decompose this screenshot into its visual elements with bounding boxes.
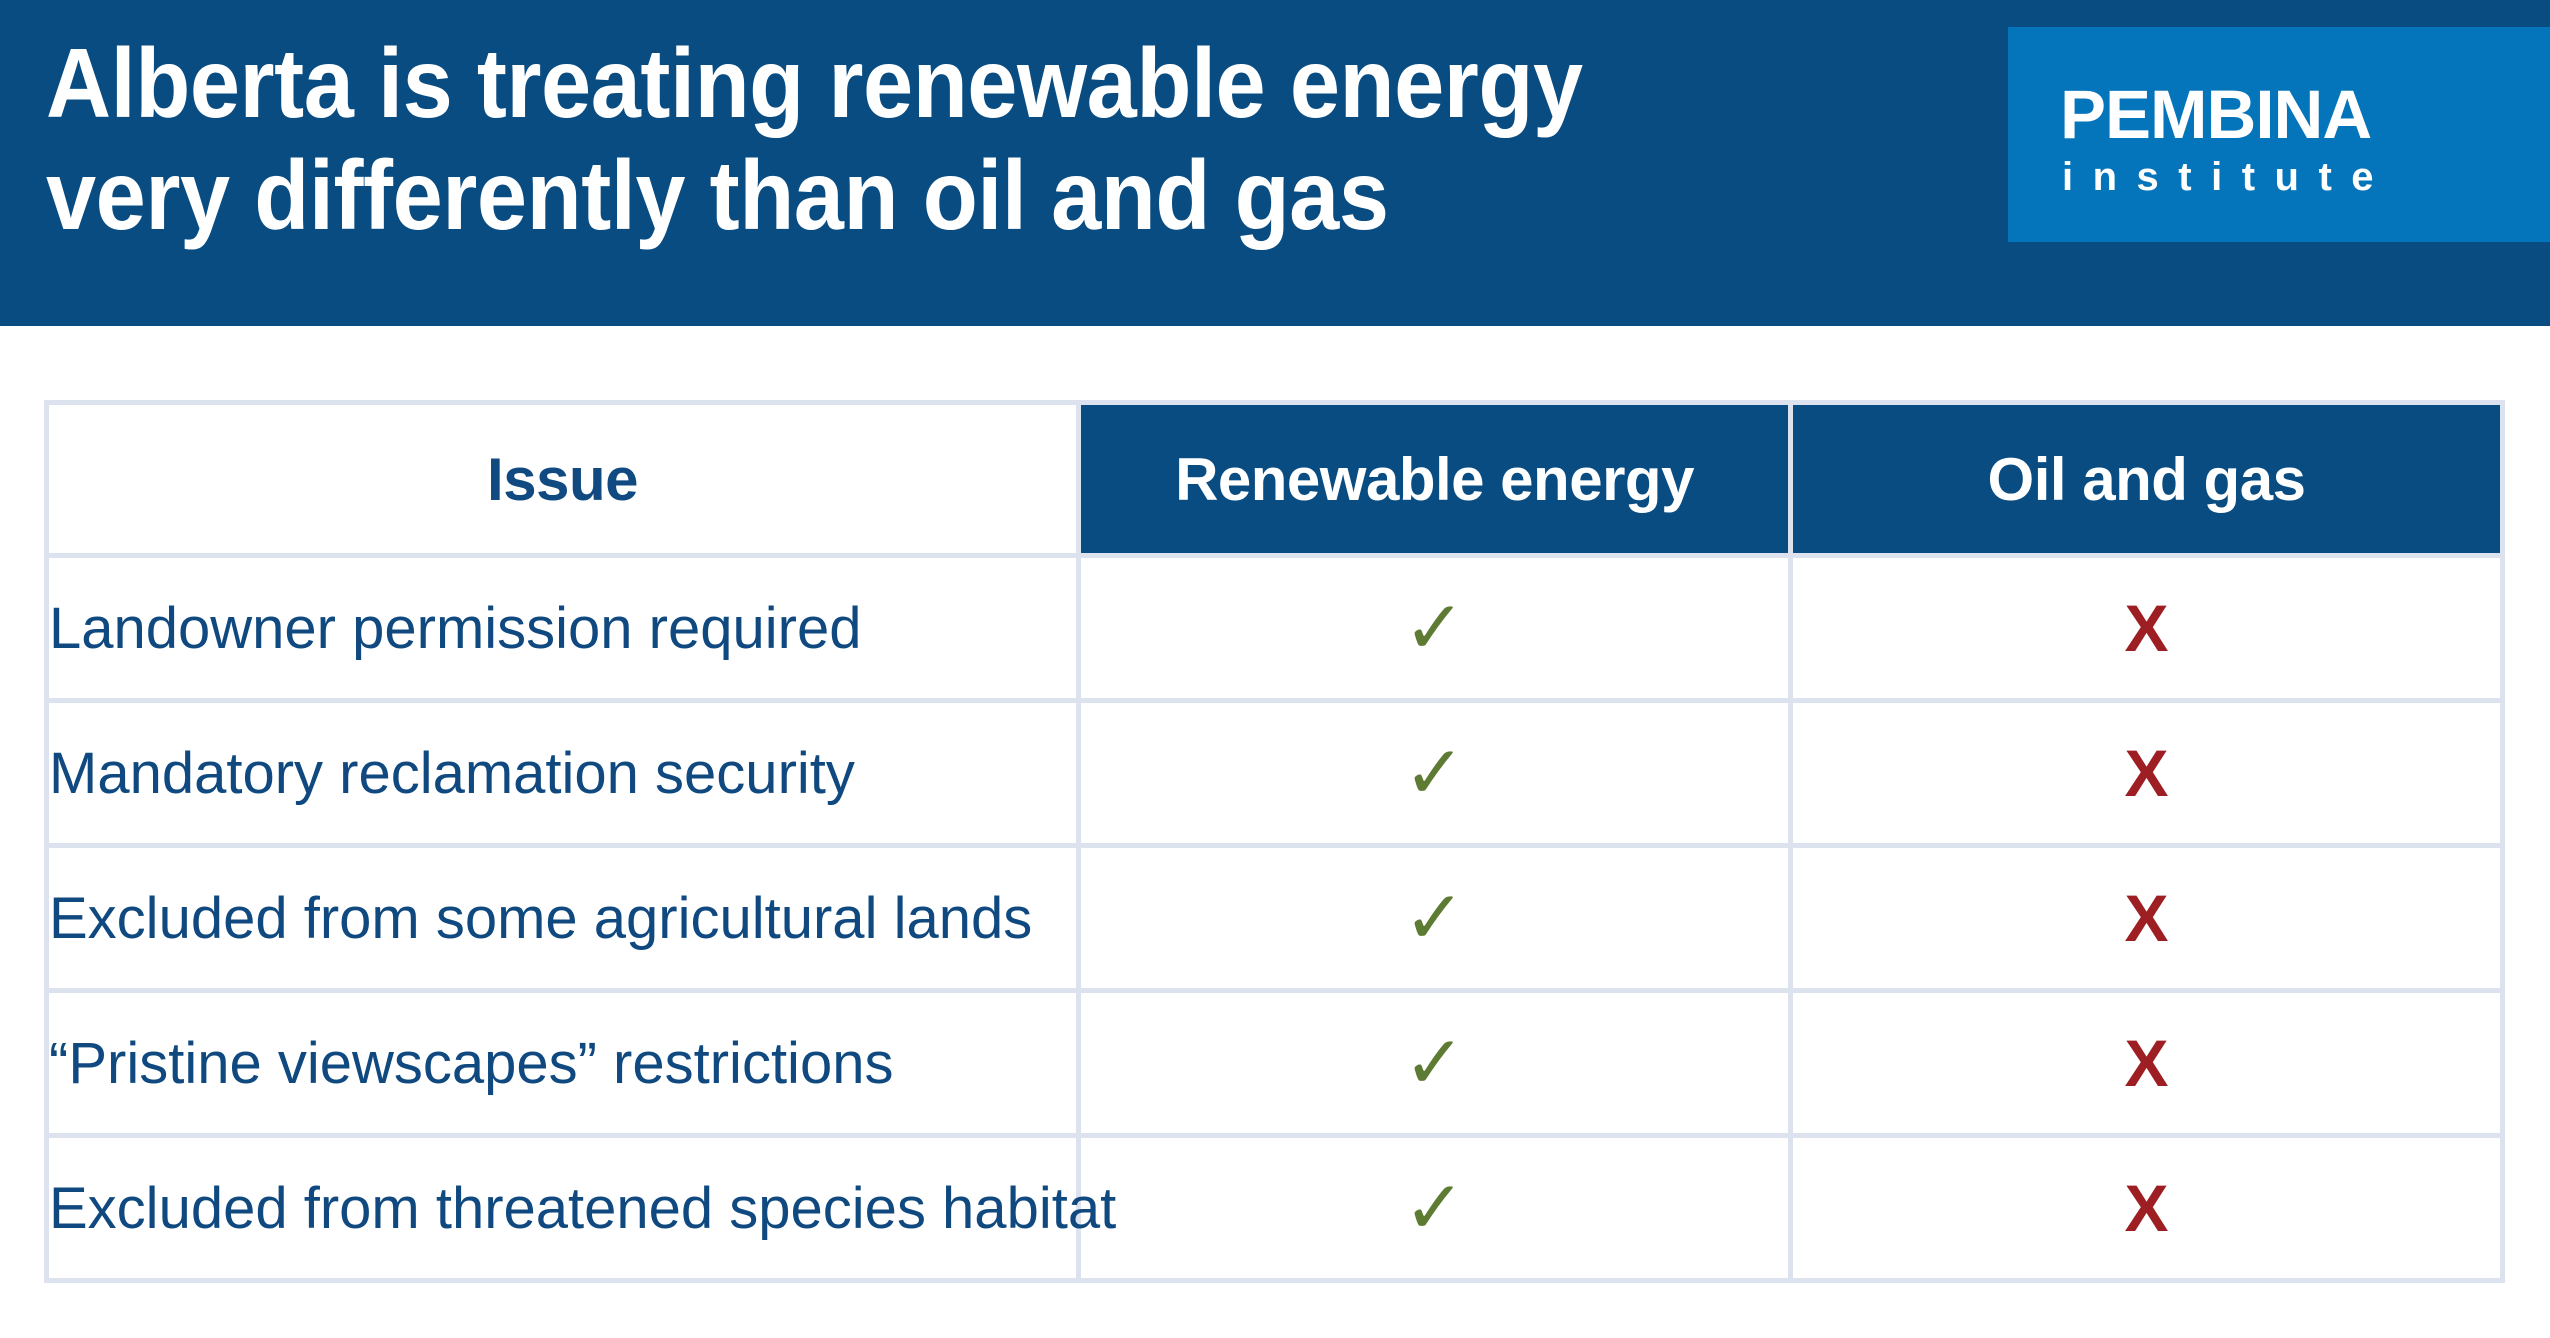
table-header-row: Issue Renewable energy Oil and gas: [44, 400, 2505, 558]
cross-icon: X: [2124, 591, 2169, 665]
table-row: Excluded from threatened species habitat…: [44, 1133, 2505, 1283]
table-body: Landowner permission required ✓ X Mandat…: [44, 553, 2505, 1283]
table-row: Excluded from some agricultural lands ✓ …: [44, 843, 2505, 993]
cross-icon: X: [2124, 1171, 2169, 1245]
check-icon: ✓: [1403, 1165, 1466, 1251]
column-header-renewable-energy: Renewable energy: [1076, 400, 1793, 558]
oil-mark-cell: X: [1788, 1133, 2505, 1283]
oil-mark-cell: X: [1788, 843, 2505, 993]
table-row: “Pristine viewscapes” restrictions ✓ X: [44, 988, 2505, 1138]
table-row: Landowner permission required ✓ X: [44, 553, 2505, 703]
table-row: Mandatory reclamation security ✓ X: [44, 698, 2505, 848]
renewable-mark-cell: ✓: [1076, 988, 1793, 1138]
renewable-mark-cell: ✓: [1076, 553, 1793, 703]
renewable-mark-cell: ✓: [1076, 843, 1793, 993]
header-band: Alberta is treating renewable energy ver…: [0, 0, 2550, 326]
column-header-oil-and-gas: Oil and gas: [1788, 400, 2505, 558]
check-icon: ✓: [1403, 585, 1466, 671]
check-icon: ✓: [1403, 1020, 1466, 1106]
comparison-table-wrapper: Issue Renewable energy Oil and gas Lando…: [44, 400, 2505, 1283]
issue-label: Mandatory reclamation security: [44, 698, 1081, 848]
cross-icon: X: [2124, 881, 2169, 955]
check-icon: ✓: [1403, 875, 1466, 961]
oil-mark-cell: X: [1788, 698, 2505, 848]
renewable-mark-cell: ✓: [1076, 1133, 1793, 1283]
logo-wordmark: PEMBINA: [2060, 76, 2372, 153]
cross-icon: X: [2124, 736, 2169, 810]
issue-label: “Pristine viewscapes” restrictions: [44, 988, 1081, 1138]
issue-label: Landowner permission required: [44, 553, 1081, 703]
renewable-mark-cell: ✓: [1076, 698, 1793, 848]
logo-subtitle: institute: [2062, 155, 2394, 199]
column-header-issue: Issue: [44, 400, 1081, 558]
cross-icon: X: [2124, 1026, 2169, 1100]
issue-label: Excluded from threatened species habitat: [44, 1133, 1116, 1283]
oil-mark-cell: X: [1788, 988, 2505, 1138]
page-title: Alberta is treating renewable energy ver…: [46, 28, 1583, 250]
oil-mark-cell: X: [1788, 553, 2505, 703]
comparison-table: Issue Renewable energy Oil and gas Lando…: [44, 400, 2505, 1283]
pembina-logo: PEMBINA institute: [2008, 27, 2550, 242]
issue-label: Excluded from some agricultural lands: [44, 843, 1081, 993]
check-icon: ✓: [1403, 730, 1466, 816]
